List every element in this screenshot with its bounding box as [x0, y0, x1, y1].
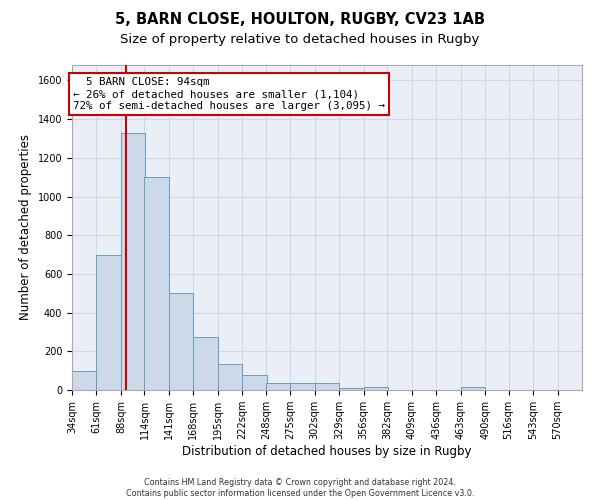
Text: Contains HM Land Registry data © Crown copyright and database right 2024.
Contai: Contains HM Land Registry data © Crown c…: [126, 478, 474, 498]
Bar: [193, 337, 218, 390]
Bar: [266, 383, 290, 390]
Y-axis label: Number of detached properties: Number of detached properties: [19, 134, 32, 320]
Bar: [364, 387, 388, 390]
X-axis label: Distribution of detached houses by size in Rugby: Distribution of detached houses by size …: [182, 445, 472, 458]
Bar: [169, 294, 193, 390]
Text: Size of property relative to detached houses in Rugby: Size of property relative to detached ho…: [121, 32, 479, 46]
Bar: [339, 388, 364, 390]
Bar: [145, 177, 169, 390]
Bar: [461, 387, 485, 390]
Bar: [121, 132, 145, 390]
Bar: [218, 364, 242, 390]
Text: 5, BARN CLOSE, HOULTON, RUGBY, CV23 1AB: 5, BARN CLOSE, HOULTON, RUGBY, CV23 1AB: [115, 12, 485, 28]
Text: 5 BARN CLOSE: 94sqm
← 26% of detached houses are smaller (1,104)
72% of semi-det: 5 BARN CLOSE: 94sqm ← 26% of detached ho…: [73, 78, 385, 110]
Bar: [72, 370, 97, 390]
Bar: [97, 254, 121, 390]
Bar: [315, 383, 339, 390]
Bar: [290, 383, 315, 390]
Bar: [242, 376, 267, 390]
